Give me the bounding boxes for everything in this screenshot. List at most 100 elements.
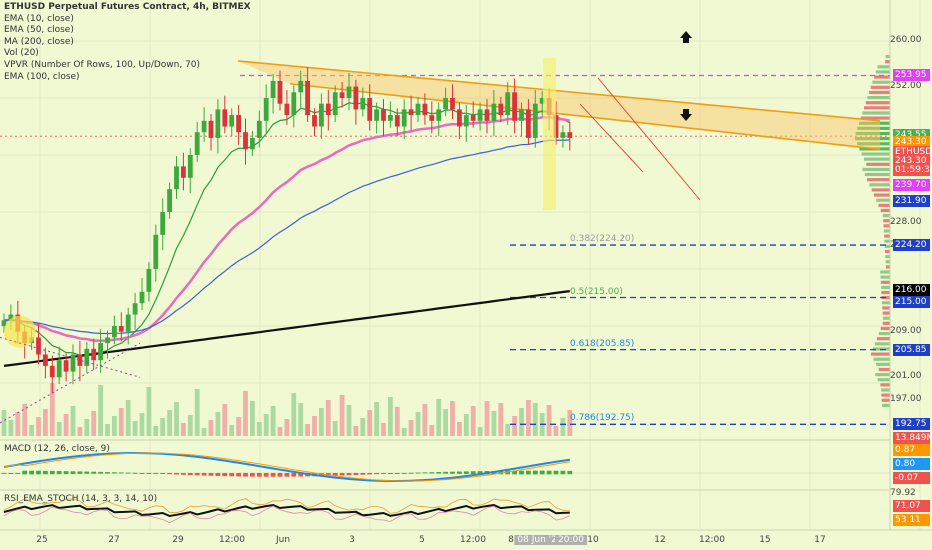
volume-bar <box>105 424 110 436</box>
macd-histogram-bar <box>539 470 545 475</box>
volume-bar <box>250 401 255 436</box>
macd-histogram-bar <box>105 472 110 474</box>
price-tick-label: 228.00 <box>890 217 922 228</box>
volume-bars <box>1 383 573 436</box>
volume-bar <box>181 423 186 436</box>
volume-bar <box>84 419 90 436</box>
candle-body <box>105 337 110 344</box>
volume-bar <box>450 401 455 436</box>
current-time-label: 20:00 <box>555 535 587 545</box>
macd-histogram-bar <box>153 473 159 474</box>
fib-label: 0.382(224.20) <box>570 234 635 245</box>
volume-profile-bar <box>869 183 890 187</box>
candle-body <box>422 103 428 116</box>
legend-ema100[interactable]: EMA (100, close) <box>4 71 80 82</box>
trend-line-lower <box>0 342 141 424</box>
volume-bar <box>415 412 421 436</box>
volume-bar <box>319 408 324 436</box>
volume-profile-bar <box>865 101 890 105</box>
candle-body <box>187 155 193 178</box>
volume-profile-bar <box>882 301 890 305</box>
volume-bar <box>484 401 490 436</box>
macd-histogram-bar <box>270 473 276 477</box>
macd-histogram-bar <box>567 470 573 475</box>
rsi-label[interactable]: RSI_EMA_STOCH (14, 3, 3, 14, 10) <box>4 494 158 504</box>
volume-bar <box>443 409 448 436</box>
macd-histogram-bar <box>450 471 455 474</box>
price-tag: 216.00 <box>893 284 930 297</box>
macd-histogram-bar <box>443 471 448 474</box>
macd-histogram-bar <box>70 471 76 475</box>
volume-bar <box>174 402 179 436</box>
arrow-down-icon <box>680 109 692 121</box>
macd-histogram-bar <box>36 470 41 475</box>
macd-histogram-bar <box>325 473 331 476</box>
legend-ema50[interactable]: EMA (50, close) <box>4 25 74 36</box>
highlight-bar <box>543 58 556 210</box>
legend-vol[interactable]: Vol (20) <box>4 48 39 59</box>
legend-ma200[interactable]: MA (200, close) <box>4 36 74 47</box>
highlight-circle <box>4 315 36 348</box>
candle-body <box>539 98 545 104</box>
candle-body <box>43 354 48 366</box>
price-tag: 13.849M <box>893 431 932 444</box>
rsi-line <box>3 503 570 518</box>
price-tag: 231.90 <box>893 195 930 208</box>
volume-bar <box>312 416 317 436</box>
candle-body <box>160 212 166 235</box>
candle-body <box>8 314 14 321</box>
volume-profile-bar <box>880 383 890 387</box>
candle-body <box>339 92 345 98</box>
volume-profile-bar <box>860 116 890 120</box>
volume-bar <box>567 410 573 436</box>
volume-bar <box>532 403 538 436</box>
time-tick-label: 12:00 <box>460 535 486 545</box>
macd-histogram-bar <box>112 472 117 474</box>
legend-vpvr[interactable]: VPVR (Number Of Rows, 100, Up/Down, 70) <box>4 59 201 70</box>
candle-body <box>270 80 276 98</box>
candle-body <box>505 92 511 116</box>
time-tick-label: 25 <box>36 535 48 545</box>
macd-histogram-bar <box>319 473 324 477</box>
symbol-title[interactable]: ETHUSD Perpetual Futures Contract, 4h, B… <box>4 2 251 12</box>
candle-body <box>394 115 400 127</box>
legend-ema10[interactable]: EMA (10, close) <box>4 13 74 24</box>
volume-bar <box>463 414 469 436</box>
price-tick-label: 252.00 <box>890 80 922 91</box>
candle-body <box>408 109 414 116</box>
macd-histogram-bar <box>181 473 186 475</box>
candle-body <box>401 109 407 127</box>
candle-body <box>153 234 159 269</box>
volume-profile-bar <box>873 357 890 361</box>
indicator-legend: ETHUSD Perpetual Futures Contract, 4h, B… <box>4 2 251 83</box>
volume-bar <box>408 420 414 436</box>
price-tag: 01:59:32 <box>893 163 932 176</box>
volume-profile-bar <box>863 157 890 161</box>
candle-body <box>519 109 524 121</box>
price-tag: 192.75 <box>893 418 930 431</box>
candle-body <box>312 115 317 127</box>
macd-histogram-bar <box>1 473 7 474</box>
macd-histogram-bar <box>381 473 386 474</box>
volume-profile-bar <box>875 70 890 74</box>
candle-body <box>367 98 373 121</box>
volume-profile-bar <box>880 208 890 213</box>
volume-bar <box>8 420 14 436</box>
volume-bar <box>1 410 7 436</box>
volume-bar <box>22 404 28 436</box>
candle-body <box>353 86 359 110</box>
macd-tag: 0.87 <box>893 444 930 456</box>
macd-line <box>3 452 570 482</box>
macd-label[interactable]: MACD (12, 26, close, 9) <box>4 444 110 454</box>
macd-histogram-bar <box>22 470 28 475</box>
macd-histogram-bar <box>332 473 338 476</box>
macd-histogram-bar <box>236 473 241 477</box>
candle-body <box>146 269 152 292</box>
volume-profile-bar <box>885 260 890 264</box>
price-tick-label: 197.00 <box>890 394 922 405</box>
candle-body <box>346 86 352 98</box>
volume-profile-bar <box>884 239 890 243</box>
time-tick-label: 10 <box>587 535 599 545</box>
arrow-up-icon <box>680 31 692 43</box>
